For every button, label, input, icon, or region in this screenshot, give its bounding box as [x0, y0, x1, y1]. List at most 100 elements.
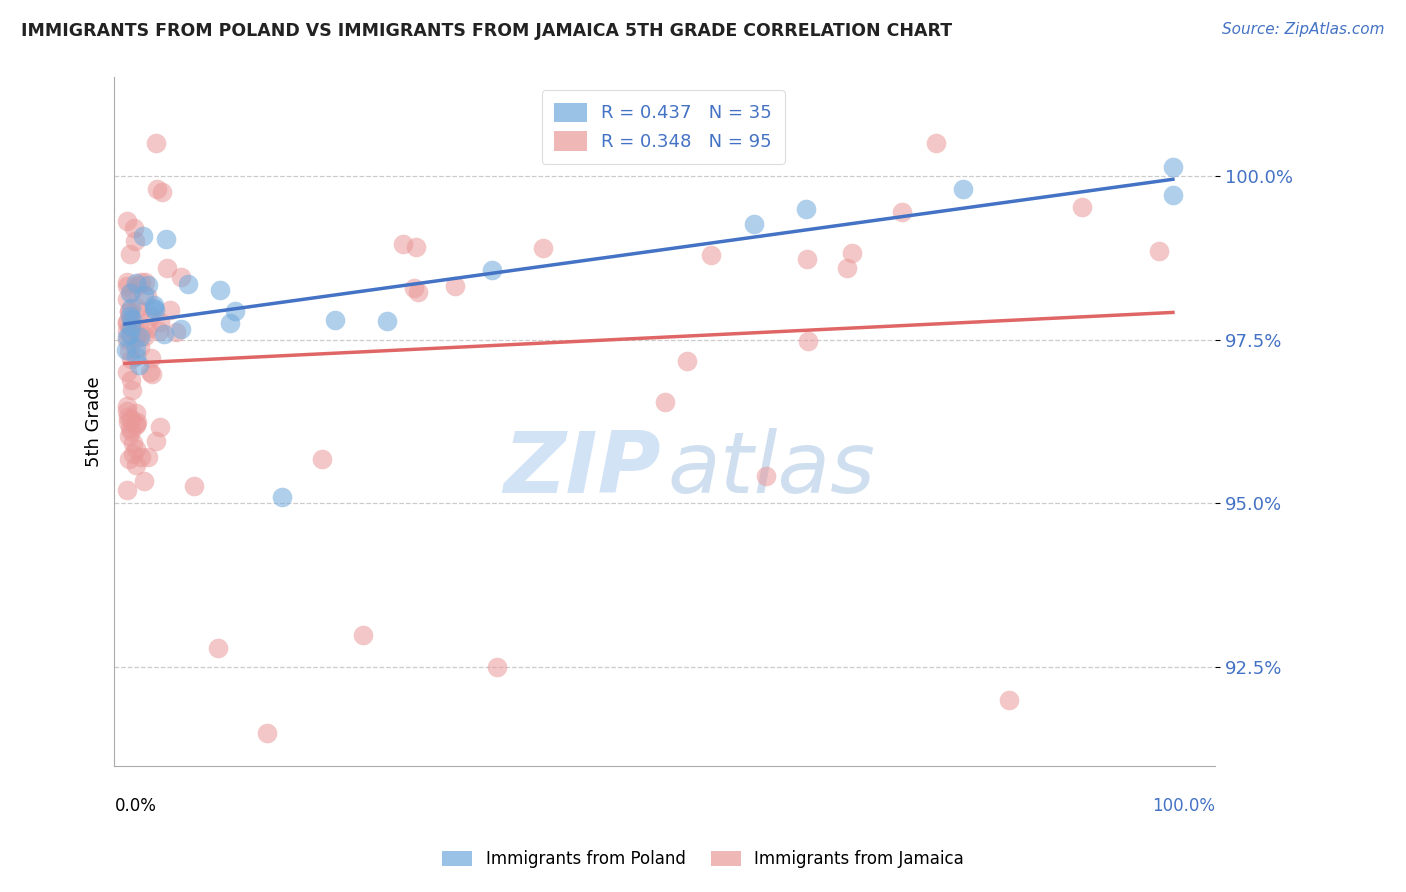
Point — [142, 298, 165, 312]
Point — [127, 278, 149, 293]
Point — [149, 419, 172, 434]
Point — [125, 442, 148, 457]
Point — [118, 286, 141, 301]
Point — [159, 302, 181, 317]
Point — [115, 315, 138, 329]
Point — [120, 312, 142, 326]
Point — [408, 285, 430, 300]
Point — [139, 351, 162, 365]
Point — [170, 321, 193, 335]
Point — [797, 334, 820, 348]
Point — [224, 304, 246, 318]
Text: atlas: atlas — [668, 428, 876, 511]
Text: Source: ZipAtlas.com: Source: ZipAtlas.com — [1222, 22, 1385, 37]
Point — [149, 315, 172, 329]
Point — [148, 325, 170, 339]
Point — [145, 136, 167, 150]
Point — [115, 333, 138, 347]
Point — [125, 418, 148, 433]
Point — [125, 406, 148, 420]
Point — [166, 325, 188, 339]
Point — [352, 627, 374, 641]
Point — [177, 277, 200, 291]
Point — [128, 329, 150, 343]
Point — [136, 277, 159, 292]
Point — [118, 304, 141, 318]
Point — [796, 252, 818, 266]
Point — [132, 474, 155, 488]
Point — [115, 316, 138, 330]
Point — [131, 228, 153, 243]
Point — [129, 275, 152, 289]
Point — [125, 277, 148, 291]
Legend: Immigrants from Poland, Immigrants from Jamaica: Immigrants from Poland, Immigrants from … — [436, 844, 970, 875]
Point — [120, 351, 142, 366]
Point — [129, 450, 152, 464]
Point — [128, 358, 150, 372]
Point — [120, 318, 142, 333]
Point — [115, 275, 138, 289]
Point — [120, 421, 142, 435]
Point — [794, 202, 817, 216]
Point — [208, 284, 231, 298]
Point — [183, 479, 205, 493]
Point — [146, 182, 169, 196]
Point — [118, 344, 141, 359]
Point — [136, 288, 159, 302]
Text: ZIP: ZIP — [503, 428, 661, 511]
Point — [443, 279, 465, 293]
Point — [155, 232, 177, 246]
Point — [120, 301, 142, 315]
Point — [256, 726, 278, 740]
Point — [1147, 244, 1170, 258]
Point — [700, 248, 723, 262]
Point — [115, 213, 138, 227]
Legend: R = 0.437   N = 35, R = 0.348   N = 95: R = 0.437 N = 35, R = 0.348 N = 95 — [541, 90, 785, 164]
Point — [117, 416, 139, 430]
Point — [120, 285, 142, 299]
Point — [952, 182, 974, 196]
Point — [115, 293, 138, 307]
Y-axis label: 5th Grade: 5th Grade — [86, 376, 103, 467]
Point — [1161, 160, 1184, 174]
Text: IMMIGRANTS FROM POLAND VS IMMIGRANTS FROM JAMAICA 5TH GRADE CORRELATION CHART: IMMIGRANTS FROM POLAND VS IMMIGRANTS FRO… — [21, 22, 952, 40]
Point — [835, 261, 858, 276]
Point — [139, 309, 162, 323]
Text: 100.0%: 100.0% — [1152, 797, 1215, 814]
Point — [533, 241, 555, 255]
Point — [1070, 200, 1092, 214]
Point — [676, 354, 699, 368]
Point — [125, 342, 148, 356]
Point — [120, 412, 142, 426]
Point — [481, 263, 503, 277]
Point — [323, 312, 346, 326]
Point — [156, 261, 179, 276]
Point — [115, 324, 138, 338]
Point — [998, 693, 1021, 707]
Point — [120, 373, 142, 387]
Point — [891, 205, 914, 219]
Point — [141, 367, 163, 381]
Point — [120, 424, 142, 438]
Point — [120, 322, 142, 336]
Point — [1161, 188, 1184, 202]
Point — [139, 365, 162, 379]
Point — [311, 452, 333, 467]
Point — [391, 237, 413, 252]
Point — [122, 320, 145, 334]
Point — [117, 409, 139, 424]
Point — [136, 450, 159, 464]
Point — [924, 136, 946, 150]
Point — [136, 322, 159, 336]
Point — [125, 417, 148, 432]
Point — [120, 309, 142, 323]
Point — [128, 340, 150, 354]
Point — [170, 269, 193, 284]
Point — [115, 343, 138, 357]
Point — [120, 320, 142, 334]
Point — [218, 316, 240, 330]
Point — [120, 246, 142, 260]
Point — [402, 281, 425, 295]
Point — [152, 326, 174, 341]
Point — [125, 330, 148, 344]
